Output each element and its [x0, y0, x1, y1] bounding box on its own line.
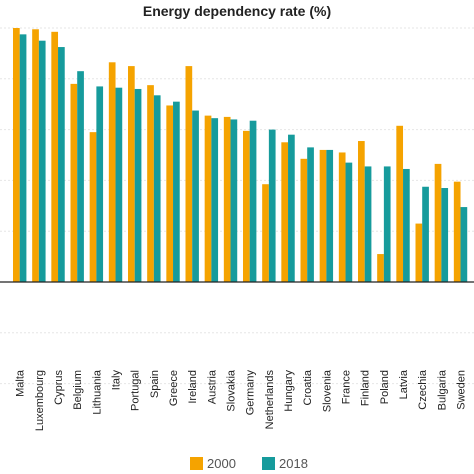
category-label-bulgaria: Bulgaria	[436, 369, 448, 410]
bar-2018-malta	[19, 34, 27, 282]
bar-2000-greece	[166, 105, 174, 282]
category-label-italy: Italy	[111, 370, 123, 391]
bar-2018-croatia	[307, 147, 314, 282]
bar-2018-slovenia	[326, 149, 334, 282]
category-label-greece: Greece	[168, 370, 180, 406]
category-label-germany: Germany	[245, 370, 257, 416]
bar-2018-ireland	[192, 110, 199, 282]
bar-2018-luxembourg	[38, 40, 46, 283]
category-label-sweden: Sweden	[456, 370, 468, 410]
bar-2000-malta	[13, 28, 20, 282]
category-label-slovenia: Slovenia	[321, 369, 333, 412]
category-label-croatia: Croatia	[302, 369, 314, 405]
bar-2018-italy	[115, 87, 123, 282]
bar-2000-luxembourg	[32, 29, 39, 282]
bar-2000-portugal	[128, 66, 135, 282]
legend-label-2018: 2018	[279, 456, 308, 471]
category-label-netherlands: Netherlands	[264, 370, 276, 430]
category-label-latvia: Latvia	[398, 369, 410, 399]
bar-2018-belgium	[77, 71, 84, 283]
category-label-austria: Austria	[206, 369, 218, 404]
bar-2018-sweden	[460, 207, 468, 282]
bar-2000-bulgaria	[434, 163, 442, 282]
category-label-ireland: Ireland	[187, 370, 199, 404]
chart-title: Energy dependency rate (%)	[143, 3, 331, 19]
bar-2000-czechia	[415, 223, 423, 282]
bar-2000-slovakia	[223, 116, 231, 283]
legend-swatch-2018	[262, 457, 275, 470]
bar-2018-portugal	[134, 88, 142, 283]
bar-2018-netherlands	[268, 129, 276, 282]
category-label-czechia: Czechia	[417, 369, 429, 410]
bar-2000-croatia	[300, 158, 308, 282]
bar-2000-ireland	[185, 66, 193, 282]
bars	[13, 28, 468, 283]
category-label-hungary: Hungary	[283, 370, 295, 412]
legend-swatch-2000	[190, 457, 203, 470]
bar-2000-slovenia	[319, 149, 327, 282]
bar-2000-hungary	[281, 142, 289, 282]
bar-2000-finland	[358, 141, 365, 282]
category-label-malta: Malta	[15, 369, 27, 397]
bar-2018-slovakia	[230, 119, 238, 282]
bar-2000-germany	[243, 130, 250, 282]
bar-2000-italy	[108, 62, 116, 282]
category-label-france: France	[341, 370, 353, 404]
bar-2000-sweden	[453, 181, 461, 282]
bar-2000-latvia	[396, 125, 404, 282]
bar-2018-poland	[383, 166, 391, 282]
bar-2000-belgium	[70, 83, 78, 282]
category-label-lithuania: Lithuania	[91, 369, 103, 415]
bar-2000-spain	[147, 85, 154, 283]
bar-2000-lithuania	[89, 132, 97, 282]
bar-2000-austria	[204, 115, 212, 282]
category-label-slovakia: Slovakia	[226, 369, 238, 411]
bar-2018-latvia	[403, 168, 410, 282]
category-label-poland: Poland	[379, 370, 391, 404]
category-label-cyprus: Cyprus	[53, 370, 65, 405]
category-label-spain: Spain	[149, 370, 161, 398]
category-labels: Malta Luxembourg Cyprus Belgium Lithuania Ita…	[15, 369, 468, 431]
legend: 2000 2018	[190, 456, 308, 471]
bar-2018-cyprus	[58, 47, 65, 282]
bar-2018-czechia	[422, 186, 429, 282]
legend-label-2000: 2000	[207, 456, 236, 471]
bar-2018-france	[345, 162, 353, 282]
bar-2000-france	[338, 152, 346, 282]
bar-2018-hungary	[288, 134, 295, 282]
bar-2018-germany	[249, 120, 257, 283]
bar-2018-greece	[173, 101, 180, 282]
bar-2018-austria	[211, 118, 219, 282]
category-label-luxembourg: Luxembourg	[34, 370, 46, 431]
category-label-finland: Finland	[360, 370, 372, 406]
category-label-belgium: Belgium	[72, 370, 84, 410]
bar-2000-poland	[377, 254, 384, 282]
category-label-portugal: Portugal	[130, 370, 142, 411]
bar-2000-cyprus	[51, 31, 59, 283]
bar-2018-finland	[364, 166, 372, 282]
bar-2000-netherlands	[262, 184, 269, 282]
bar-2018-lithuania	[96, 86, 104, 282]
bar-2018-bulgaria	[441, 188, 449, 282]
bar-2018-spain	[153, 95, 161, 282]
